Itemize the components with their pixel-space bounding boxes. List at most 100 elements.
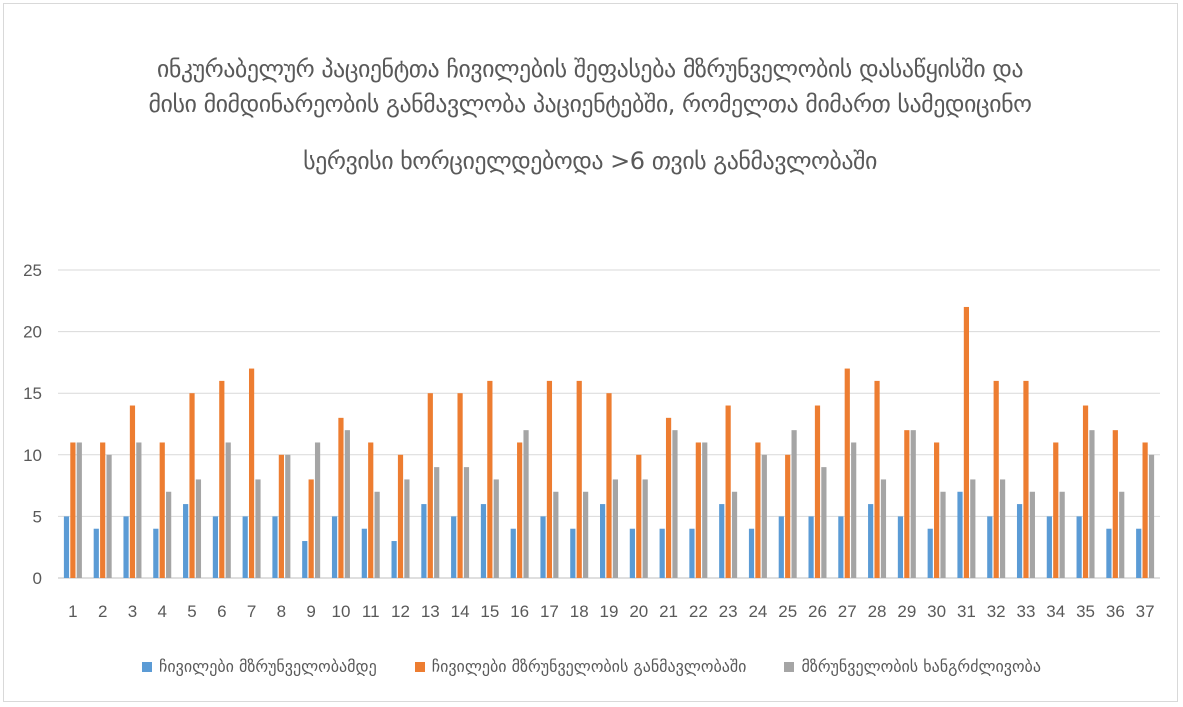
bar [963, 306, 970, 578]
bar [1112, 430, 1118, 578]
bar [719, 504, 725, 578]
x-tick-label: 3 [128, 602, 137, 621]
x-tick-label: 31 [957, 602, 976, 621]
x-tick-label: 27 [838, 602, 857, 621]
legend-swatch [414, 661, 425, 672]
bar [183, 504, 189, 578]
title-line-2: მისი მიმდინარეობის განმავლობა პაციენტებშ… [148, 89, 1032, 118]
legend-swatch [142, 661, 153, 672]
bar [880, 479, 887, 578]
x-tick-label: 11 [362, 602, 380, 621]
legend-item-duration: მზრუნველობის ხანგრძლივობა [784, 657, 1041, 676]
bar [1076, 516, 1082, 578]
x-axis-ticks: 1 2 3 4 5 6 7 8 9 10 11 12 13 14 15 16 17 18 19 20 21 22 23 24 2… [68, 602, 1154, 621]
bar [897, 516, 904, 578]
bar [331, 516, 338, 578]
bar [1059, 491, 1065, 578]
bar [570, 528, 576, 578]
bar [1119, 491, 1125, 578]
bar [195, 479, 202, 578]
bar [106, 454, 112, 578]
x-tick-label: 32 [987, 602, 1006, 621]
x-tick-label: 28 [868, 602, 887, 621]
bar [778, 516, 784, 578]
bar [219, 380, 225, 578]
bar [755, 442, 761, 578]
bar [76, 442, 82, 578]
bar [523, 430, 529, 578]
bar [1089, 430, 1095, 578]
x-tick-label: 25 [778, 602, 797, 621]
bar [361, 528, 367, 578]
x-tick-label: 37 [1136, 602, 1155, 621]
x-tick-label: 26 [808, 602, 827, 621]
bar [63, 516, 70, 578]
bar [1029, 491, 1035, 578]
x-tick-label: 7 [247, 602, 256, 621]
bar [821, 467, 827, 578]
bar [100, 442, 106, 578]
bar [1016, 504, 1023, 578]
chart-frame [3, 3, 1178, 702]
bar [606, 393, 612, 578]
bar [166, 491, 172, 578]
bar [868, 504, 874, 578]
bar [927, 528, 933, 578]
x-tick-label: 21 [659, 602, 678, 621]
bar [480, 504, 487, 578]
bar [338, 417, 344, 578]
bar [940, 491, 946, 578]
bar [910, 430, 916, 578]
bar [553, 491, 559, 578]
bar [987, 516, 993, 578]
bar [93, 528, 99, 578]
x-tick-label: 22 [689, 602, 708, 621]
bar [689, 528, 695, 578]
bar [487, 380, 493, 578]
x-tick-label: 34 [1046, 602, 1065, 621]
x-tick-label: 16 [510, 602, 529, 621]
bar [600, 504, 606, 578]
bar [659, 528, 665, 578]
bar [1082, 405, 1089, 578]
bar [153, 528, 159, 578]
legend: ჩივილები მზრუნველობამდე ჩივილები მზრუნვე… [0, 657, 1183, 676]
bar [1148, 454, 1155, 578]
bar [1046, 516, 1052, 578]
bar [374, 491, 380, 578]
bar [314, 442, 321, 578]
bar [493, 479, 499, 578]
x-tick-label: 30 [927, 602, 946, 621]
x-tick-label: 9 [306, 602, 315, 621]
bar [999, 479, 1006, 578]
x-tick-label: 6 [217, 602, 226, 621]
legend-label: ჩივილები მზრუნველობის განმავლობაში [431, 657, 747, 676]
bar [510, 528, 516, 578]
bar [248, 368, 255, 578]
title-line-3: სერვისი ხორციელდებოდა >6 თვის განმავლობა… [303, 146, 877, 175]
x-tick-label: 18 [570, 602, 589, 621]
x-tick-label: 24 [748, 602, 767, 621]
y-axis-ticks: 0 5 10 15 20 25 [23, 261, 42, 588]
bar [344, 430, 350, 578]
bar [993, 380, 999, 578]
bar [255, 479, 261, 578]
bar [957, 491, 963, 578]
bar [576, 380, 582, 578]
x-tick-label: 10 [331, 602, 350, 621]
bar [970, 479, 976, 578]
bar [278, 454, 284, 578]
x-tick-label: 12 [391, 602, 410, 621]
bar [761, 454, 767, 578]
bar [421, 504, 427, 578]
bar [785, 454, 791, 578]
x-tick-label: 15 [480, 602, 499, 621]
bar [636, 454, 642, 578]
x-tick-label: 19 [600, 602, 619, 621]
bar [672, 430, 678, 578]
x-tick-label: 35 [1076, 602, 1095, 621]
x-tick-label: 5 [187, 602, 196, 621]
legend-label: ჩივილები მზრუნველობამდე [159, 657, 377, 676]
bar [844, 368, 850, 578]
